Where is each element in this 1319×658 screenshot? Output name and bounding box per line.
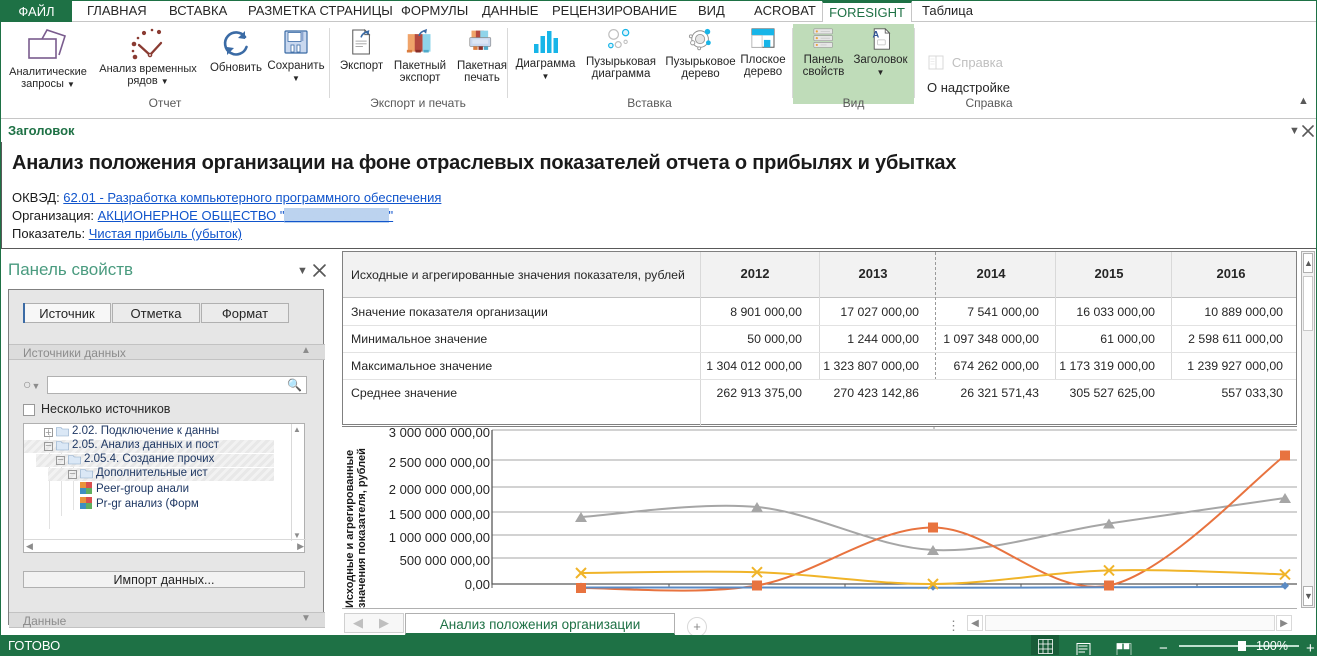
svg-text:A: A bbox=[872, 29, 879, 39]
